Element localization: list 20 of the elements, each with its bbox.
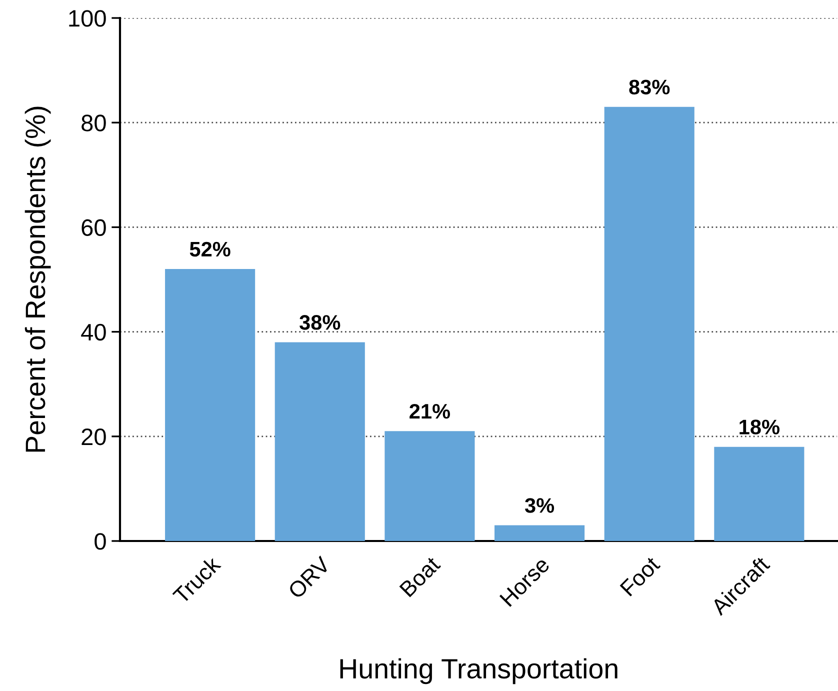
y-tick-label: 20 xyxy=(82,428,106,446)
data-label: 83% xyxy=(629,80,670,94)
bar xyxy=(165,269,256,541)
data-label: 38% xyxy=(300,315,340,330)
bar xyxy=(384,431,475,541)
y-tick-label: 60 xyxy=(82,219,106,236)
data-label: 3% xyxy=(524,498,554,513)
y-tick-label: 40 xyxy=(81,324,106,341)
data-label: 21% xyxy=(410,404,450,419)
data-label: 18% xyxy=(740,420,780,434)
y-tick-label: 100 xyxy=(69,10,106,27)
y-tick-label: 80 xyxy=(82,114,106,132)
data-label: 52% xyxy=(190,242,230,257)
bar xyxy=(604,106,694,541)
bar xyxy=(274,342,365,541)
bar xyxy=(494,525,585,541)
y-axis-title: Percent of Respondents (%) xyxy=(24,106,51,452)
bar xyxy=(714,446,804,541)
y-tick-label: 0 xyxy=(94,533,106,550)
x-axis-title: Hunting Transportation xyxy=(340,658,618,684)
